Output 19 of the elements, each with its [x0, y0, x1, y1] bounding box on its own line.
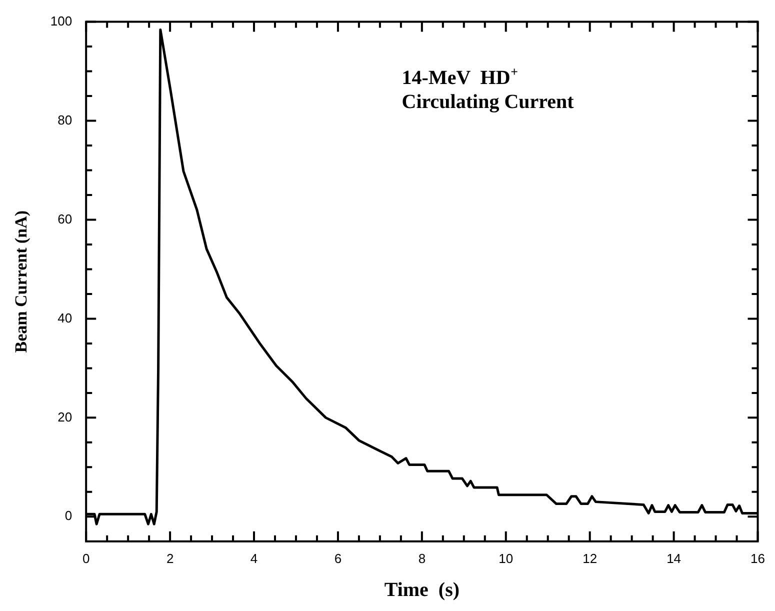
y-tick-label: 40 [58, 310, 72, 326]
x-tick-label: 2 [166, 550, 174, 566]
x-tick-label: 12 [582, 550, 598, 566]
x-tick-label: 4 [250, 550, 258, 566]
x-tick-label: 16 [750, 550, 766, 566]
y-tick-label: 100 [50, 13, 72, 28]
x-tick-label: 0 [82, 550, 90, 566]
y-axis-title: Beam Current (nA) [12, 210, 31, 353]
x-axis-title: Time (s) [384, 579, 460, 602]
y-tick-label: 80 [58, 112, 72, 128]
x-tick-label: 6 [334, 550, 342, 566]
y-tick-label: 60 [58, 211, 72, 226]
annotation: Circulating Current [402, 90, 574, 113]
y-tick-label: 0 [64, 508, 72, 524]
y-tick-label: 20 [58, 409, 72, 424]
annotation: 14-MeV HD+ [402, 64, 518, 89]
x-tick-label: 10 [498, 550, 514, 566]
x-tick-label: 14 [666, 550, 682, 566]
x-tick-label: 8 [418, 550, 426, 566]
